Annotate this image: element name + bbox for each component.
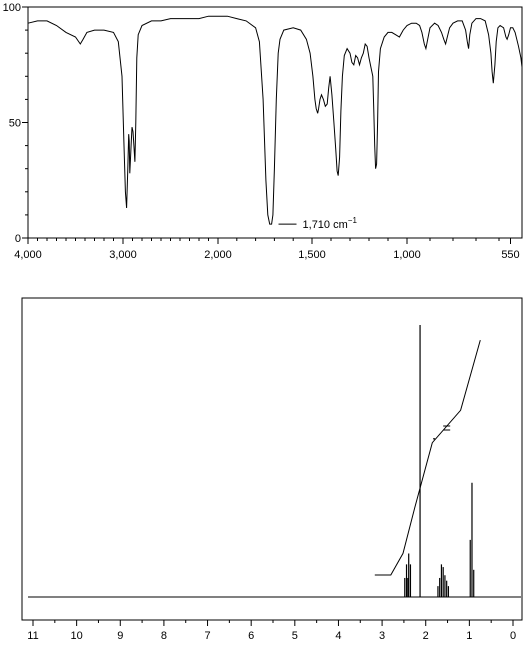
ir-spectrum-chart: 4,000 3,000 2,000 1,500 1,000 550 0 50 100 1,710 … [3, 2, 523, 261]
nmr-x-tick-label: 0 [510, 630, 516, 642]
ir-transmittance-trace [27, 15, 523, 225]
nmr-x-tick-label: 6 [248, 630, 254, 642]
ir-x-tick-label: 3,000 [109, 249, 137, 261]
ir-x-tick-label: 2,000 [204, 249, 232, 261]
nmr-x-tick-label: 7 [204, 630, 210, 642]
ir-plot-frame [27, 6, 523, 239]
nmr-integral-dot [433, 438, 435, 440]
ir-x-tick-label: 1,000 [393, 249, 421, 261]
nmr-x-tick-label: 1 [466, 630, 472, 642]
ir-annotation-superscript: −1 [348, 216, 358, 225]
nmr-x-tick-label: 11 [27, 630, 38, 642]
nmr-spectrum-chart: 11 10 9 8 7 6 5 4 3 2 1 0 [21, 297, 523, 642]
nmr-x-tick-label: 4 [335, 630, 341, 642]
nmr-x-tick-label: 8 [161, 630, 167, 642]
nmr-integral-trace [374, 339, 481, 576]
ir-y-tick-label: 100 [3, 2, 21, 14]
nmr-x-tick-label: 10 [71, 630, 83, 642]
nmr-x-tick-label: 9 [117, 630, 123, 642]
ir-carbonyl-annotation: 1,710 cm−1 [303, 216, 358, 231]
nmr-x-tick-label: 5 [292, 630, 298, 642]
ir-x-tick-label: 4,000 [14, 249, 42, 261]
nmr-x-tick-label: 2 [423, 630, 429, 642]
nmr-x-tick-label: 3 [379, 630, 385, 642]
nmr-plot-frame [21, 297, 523, 621]
ir-x-tick-label: 550 [501, 249, 519, 261]
ir-x-tick-label: 1,500 [298, 249, 326, 261]
ir-y-tick-label: 50 [9, 118, 21, 130]
ir-y-tick-label: 0 [15, 233, 21, 245]
